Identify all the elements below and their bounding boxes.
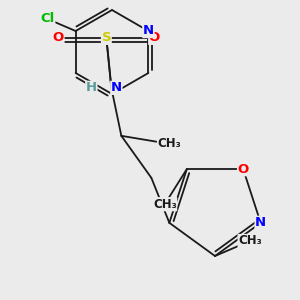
Text: CH₃: CH₃ (153, 198, 177, 211)
Text: CH₃: CH₃ (158, 137, 181, 150)
Text: N: N (255, 216, 266, 229)
Text: CH₃: CH₃ (238, 235, 262, 248)
Text: O: O (238, 163, 249, 176)
Text: O: O (53, 31, 64, 44)
Text: Cl: Cl (40, 13, 55, 26)
Text: H: H (86, 81, 97, 94)
Text: N: N (111, 81, 122, 94)
Text: S: S (101, 31, 111, 44)
Text: N: N (143, 25, 154, 38)
Text: O: O (149, 31, 160, 44)
